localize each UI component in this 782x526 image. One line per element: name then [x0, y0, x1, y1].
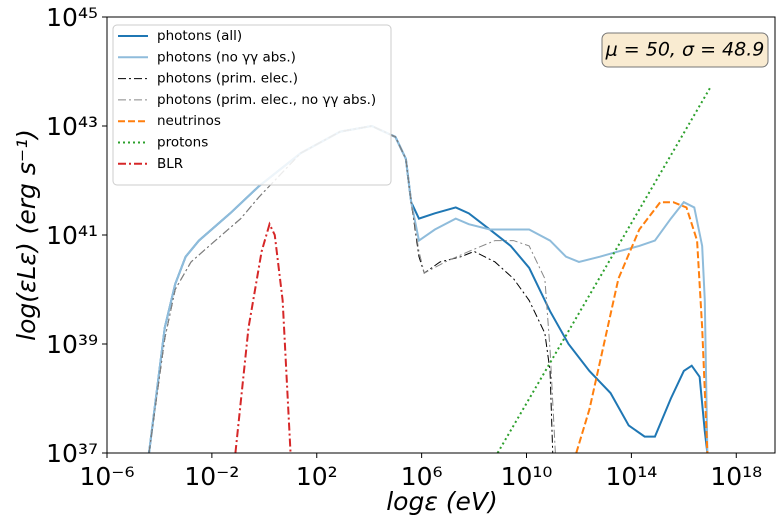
legend-label: neutrinos — [157, 113, 221, 129]
x-tick-label: 10⁻² — [184, 462, 239, 491]
series-line — [575, 201, 709, 453]
y-tick-label: 10⁴⁵ — [46, 3, 98, 32]
x-tick-label: 10² — [296, 462, 338, 491]
x-tick-label: 10¹⁰ — [501, 462, 553, 491]
x-tick-label: 10⁶ — [401, 462, 443, 491]
y-tick-label: 10⁴³ — [46, 112, 98, 141]
plot-area — [148, 87, 711, 453]
legend-label: photons (prim. elec.) — [157, 71, 298, 87]
x-tick-label: 10⁻⁶ — [79, 462, 134, 491]
x-tick-label: 10¹⁸ — [710, 462, 762, 491]
annotation: μ = 50, σ = 48.9 — [605, 39, 765, 61]
y-tick-label: 10³⁷ — [46, 439, 98, 468]
x-tick-label: 10¹⁴ — [605, 462, 657, 491]
series-line — [148, 125, 556, 453]
y-tick-label: 10³⁹ — [46, 330, 98, 359]
legend-label: photons (no γγ abs.) — [157, 49, 296, 65]
legend-label: BLR — [157, 156, 183, 172]
x-axis-label: logε (eV) — [386, 487, 498, 516]
legend-label: photons (all) — [157, 28, 242, 44]
annotation-box — [601, 32, 769, 68]
legend-label: photons (prim. elec., no γγ abs.) — [157, 92, 376, 108]
y-axis-label: log(εLε) (erg s⁻¹) — [12, 129, 41, 341]
series-line — [234, 221, 292, 453]
series-line — [148, 124, 709, 453]
legend-label: protons — [157, 135, 208, 151]
legend-box — [112, 24, 392, 186]
y-tick-label: 10⁴¹ — [46, 221, 98, 250]
series-line — [496, 87, 711, 453]
